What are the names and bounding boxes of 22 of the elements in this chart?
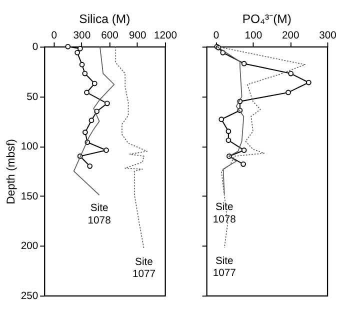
x-tick-label: 900 <box>129 30 147 42</box>
y-tick-label: 250 <box>20 290 38 302</box>
x-tick-label: 600 <box>101 30 119 42</box>
annotation: Site 1078 <box>88 203 112 226</box>
x-tick-label: 0 <box>51 30 58 42</box>
chart-title: PO₄³⁻(M) <box>242 12 292 26</box>
y-tick-label: 200 <box>20 241 38 252</box>
x-tick-label: 200 <box>282 30 300 42</box>
y-tick-label: 100 <box>20 142 38 153</box>
annotation: Site 1077 <box>132 256 156 280</box>
x-tick-label: 300 <box>73 30 91 42</box>
x-tick-label: 300 <box>319 30 337 42</box>
y-axis-title: Depth (mbsf) <box>5 138 18 204</box>
chart-title: Silica (M) <box>79 12 130 26</box>
x-tick-label: 100 <box>244 30 262 42</box>
y-tick-label: 50 <box>26 92 38 103</box>
x-tick-label: 1200 <box>154 30 178 42</box>
y-tick-label: 0 <box>32 42 38 53</box>
x-tick-label: 0 <box>213 30 220 42</box>
annotation: Site 1077 <box>212 256 236 280</box>
annotation: Site 1078 <box>212 202 236 226</box>
y-tick-label: 150 <box>20 191 38 202</box>
